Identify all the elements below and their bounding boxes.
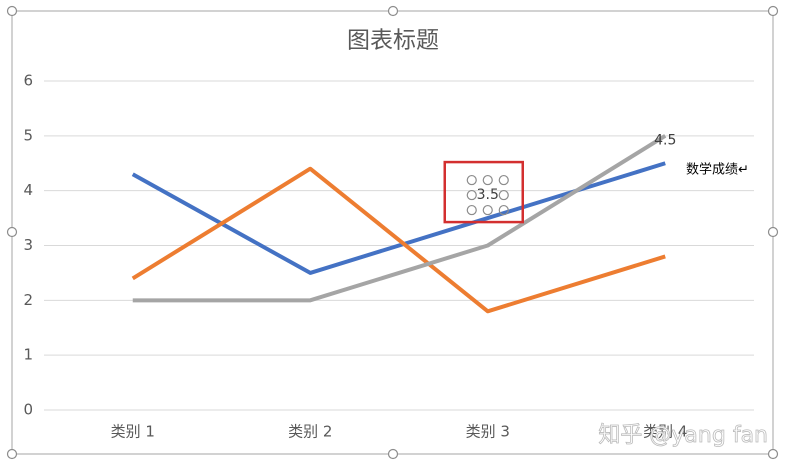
x-tick-label: 类别 4	[643, 423, 687, 441]
series-line	[131, 166, 666, 314]
label-handle	[498, 189, 509, 201]
label-handle	[482, 174, 493, 186]
label-handle	[498, 174, 509, 186]
data-label: 3.5	[477, 187, 499, 203]
y-tick-label: 4	[23, 181, 33, 199]
label-handle	[482, 204, 493, 216]
x-tick-label: 类别 2	[288, 423, 332, 441]
label-handle	[466, 174, 477, 186]
watermark: 知乎 @yang fan	[598, 423, 768, 448]
label-handle	[466, 204, 477, 216]
data-label: 4.5	[654, 132, 676, 148]
y-tick-label: 6	[23, 72, 33, 90]
label-handle	[466, 189, 477, 201]
y-tick-label: 5	[23, 126, 33, 144]
x-tick-label: 类别 3	[466, 423, 510, 441]
label-handle	[498, 204, 509, 216]
frame-handles	[6, 5, 779, 460]
y-tick-label: 1	[23, 346, 33, 364]
y-tick-label: 2	[23, 291, 33, 309]
y-tick-label: 0	[23, 401, 33, 419]
x-tick-label: 类别 1	[111, 423, 155, 441]
y-tick-label: 3	[23, 236, 33, 254]
chart-title: 图表标题	[347, 28, 439, 54]
series-line	[132, 134, 667, 303]
selection-box	[443, 160, 524, 224]
annotation: 数学成绩↵	[686, 162, 749, 178]
